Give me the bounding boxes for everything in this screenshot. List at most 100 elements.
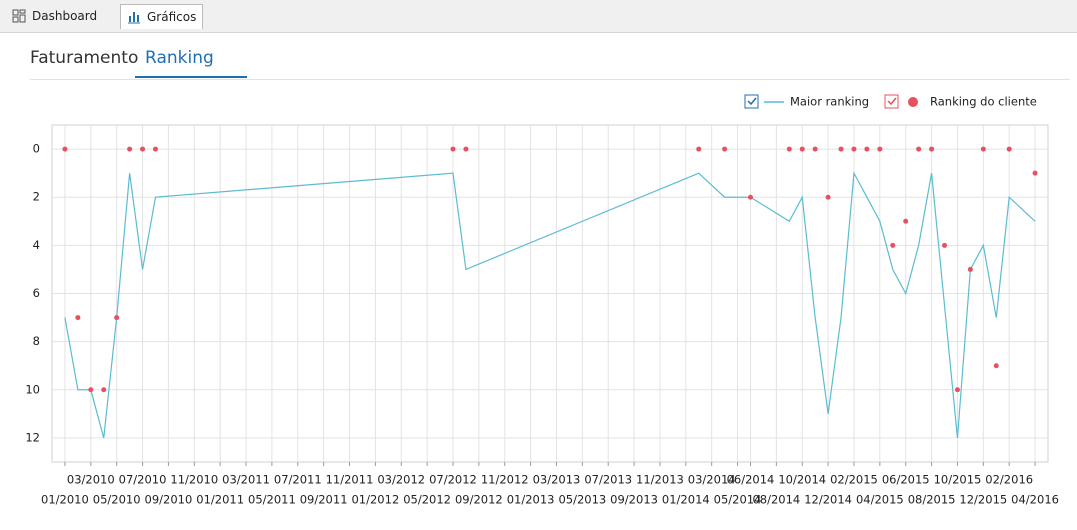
x-tick-label: 02/2016 (985, 473, 1033, 487)
x-tick-label: 03/2010 (67, 473, 115, 487)
data-point (450, 146, 456, 152)
data-point (62, 146, 68, 152)
x-tick-label: 04/2016 (1011, 493, 1059, 507)
dashboard-icon (12, 9, 26, 23)
x-tick-label: 08/2015 (908, 493, 956, 507)
x-tick-label: 09/2010 (145, 493, 193, 507)
data-point (890, 242, 896, 248)
data-point (916, 146, 922, 152)
x-tick-label: 01/2012 (351, 493, 399, 507)
x-tick-label: 11/2013 (636, 473, 684, 487)
data-point (127, 146, 133, 152)
data-point (864, 146, 870, 152)
data-point (463, 146, 469, 152)
data-point (929, 146, 935, 152)
data-point (967, 266, 973, 272)
y-tick-label: 4 (33, 238, 40, 252)
data-point (851, 146, 857, 152)
x-tick-label: 08/2014 (752, 493, 800, 507)
data-point (114, 315, 120, 321)
tab-label: Gráficos (147, 10, 197, 24)
data-point (747, 194, 753, 200)
check (747, 97, 757, 106)
x-tick-label: 04/2015 (856, 493, 904, 507)
y-tick-label: 2 (33, 190, 40, 204)
data-point (75, 315, 81, 321)
data-point (825, 194, 831, 200)
x-tick-label: 12/2014 (804, 493, 852, 507)
tab-bar: Dashboard Gráficos (0, 0, 1077, 33)
data-point (101, 387, 107, 393)
y-tick-label: 10 (25, 382, 40, 396)
x-tick-label: 10/2014 (778, 473, 826, 487)
data-point (152, 146, 158, 152)
active-indicator (135, 76, 247, 78)
subtab[interactable]: Faturamento (30, 48, 139, 68)
x-tick-label: 05/2013 (558, 493, 606, 507)
x-tick-label: 05/2011 (248, 493, 296, 507)
x-tick-label: 03/2013 (533, 473, 581, 487)
check (887, 97, 897, 106)
x-tick-label: 12/2015 (959, 493, 1007, 507)
x-tick-label: 07/2011 (274, 473, 322, 487)
data-point (942, 242, 948, 248)
data-point (799, 146, 805, 152)
x-tick-label: 11/2012 (481, 473, 529, 487)
y-tick-label: 12 (25, 430, 40, 444)
x-tick-label: 09/2011 (300, 493, 348, 507)
x-tick-label: 09/2013 (610, 493, 658, 507)
legend-checkbox[interactable] (884, 94, 899, 109)
data-point (140, 146, 146, 152)
data-point (877, 146, 883, 152)
series-line (64, 171, 1036, 439)
x-tick-label: 03/2012 (377, 473, 425, 487)
x-tick-label: 10/2015 (934, 473, 982, 487)
x-tick-label: 06/2014 (727, 473, 775, 487)
x-tick-label: 11/2011 (326, 473, 374, 487)
y-tick-label: 8 (33, 334, 40, 348)
x-tick-label: 03/2014 (688, 473, 736, 487)
data-point (786, 146, 792, 152)
legend-checkbox[interactable] (744, 94, 759, 109)
tab[interactable]: Dashboard (6, 4, 103, 28)
data-point (1006, 146, 1012, 152)
tab[interactable]: Gráficos (120, 4, 204, 29)
x-tick-label: 05/2014 (714, 493, 762, 507)
x-tick-label: 05/2012 (403, 493, 451, 507)
legend-label: Maior ranking (790, 95, 869, 109)
data-point (838, 146, 844, 152)
x-tick-label: 01/2013 (507, 493, 555, 507)
y-tick-label: 0 (33, 142, 40, 156)
x-tick-label: 05/2010 (93, 493, 141, 507)
x-tick-label: 07/2013 (584, 473, 632, 487)
y-tick-label: 6 (33, 286, 40, 300)
legend-label: Ranking do cliente (930, 95, 1037, 109)
data-point (696, 146, 702, 152)
x-tick-label: 03/2011 (222, 473, 270, 487)
data-point (722, 146, 728, 152)
data-point (88, 387, 94, 393)
x-tick-label: 02/2015 (830, 473, 878, 487)
x-tick-label: 06/2015 (882, 473, 930, 487)
data-point (980, 146, 986, 152)
x-tick-label: 09/2012 (455, 493, 503, 507)
x-tick-label: 01/2011 (196, 493, 244, 507)
x-tick-label: 11/2010 (170, 473, 218, 487)
data-point (903, 218, 909, 224)
separator (30, 79, 1070, 80)
data-point (993, 363, 999, 369)
x-tick-label: 01/2014 (662, 493, 710, 507)
x-tick-label: 07/2010 (119, 473, 167, 487)
legend-dot (908, 97, 918, 107)
x-tick-label: 01/2010 (41, 493, 89, 507)
data-point (954, 387, 960, 393)
subtab[interactable]: Ranking (145, 48, 214, 68)
x-tick-label: 07/2012 (429, 473, 477, 487)
chart-icon (128, 12, 140, 24)
data-point (1032, 170, 1038, 176)
legend: Maior ranking Ranking do cliente (744, 94, 1037, 109)
data-point (812, 146, 818, 152)
tab-label: Dashboard (32, 9, 98, 23)
